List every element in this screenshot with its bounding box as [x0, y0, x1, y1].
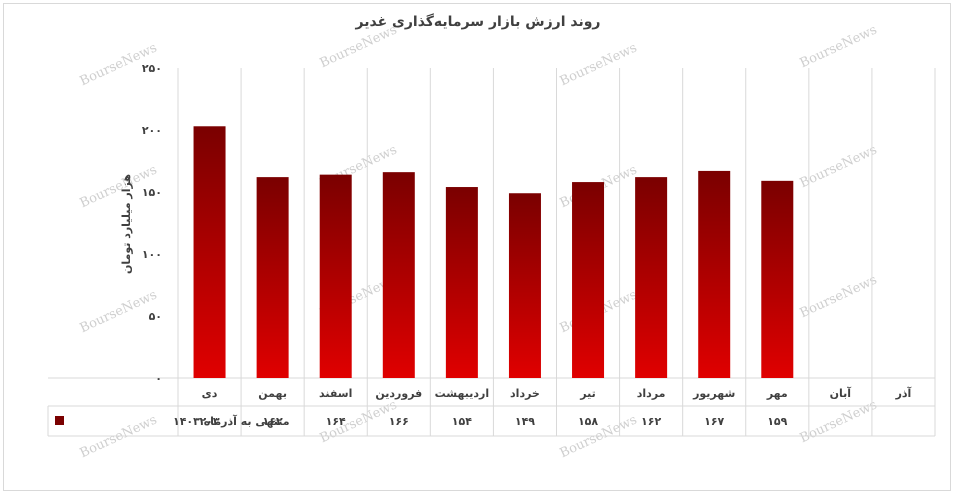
category-label: دی	[202, 387, 218, 400]
bar	[319, 174, 352, 378]
data-label: ۱۶۴	[326, 415, 346, 428]
category-label: بهمن	[258, 387, 287, 400]
watermark-text: BourseNews	[798, 22, 880, 71]
bar	[761, 180, 794, 378]
legend-label: منتهی به آذرماه ۱۴۰۳	[173, 414, 290, 428]
bar	[256, 177, 289, 378]
bar	[635, 177, 668, 378]
bar	[508, 193, 541, 378]
watermark-text: BourseNews	[78, 287, 160, 336]
data-label: ۱۶۷	[704, 415, 724, 428]
y-tick-label: ۱۰۰	[142, 248, 162, 261]
y-axis: ۰ ۵۰ ۱۰۰ ۱۵۰ ۲۰۰ ۲۵۰	[142, 62, 162, 385]
y-tick-label: ۰	[155, 372, 162, 385]
category-label: آبان	[830, 386, 852, 400]
data-table: دی ۲۰۳ بهمن ۱۶۲ اسفند ۱۶۴ فروردین ۱۶۶ اردیبهشت ۱۵…	[55, 386, 912, 428]
bar	[572, 182, 605, 378]
y-tick-label: ۲۵۰	[142, 62, 162, 75]
y-tick-label: ۲۰۰	[142, 124, 162, 137]
gridlines	[47, 68, 936, 437]
y-tick-label: ۵۰	[149, 310, 162, 323]
watermark-text: BourseNews	[558, 40, 640, 89]
category-label: تیر	[579, 387, 595, 400]
chart-title: روند ارزش بازار سرمایه‌گذاری غدیر	[355, 14, 601, 30]
watermark-text: BourseNews	[798, 142, 880, 191]
data-label: ۱۵۴	[452, 415, 472, 428]
legend-swatch	[55, 416, 64, 425]
category-label: اردیبهشت	[435, 387, 489, 400]
data-label: ۱۶۶	[389, 415, 409, 428]
watermark-text: BourseNews	[798, 397, 880, 446]
data-label: ۱۴۹	[515, 415, 535, 428]
data-label: ۱۵۹	[767, 415, 787, 428]
category-label: آذر	[895, 386, 912, 400]
bar	[382, 172, 415, 378]
bar	[193, 126, 226, 378]
bar	[698, 170, 731, 378]
y-axis-label: هزار میلیارد تومان	[120, 174, 133, 274]
watermark-text: BourseNews	[318, 22, 400, 71]
watermark-text: BourseNews	[78, 412, 160, 461]
y-tick-label: ۱۵۰	[142, 186, 162, 199]
data-label: ۱۶۲	[263, 415, 283, 428]
data-label: ۲۰۳	[199, 415, 219, 428]
data-label: ۱۶۲	[641, 415, 661, 428]
category-label: فروردین	[375, 387, 422, 400]
category-label: مرداد	[637, 387, 666, 400]
watermark-text: BourseNews	[798, 272, 880, 321]
category-label: مهر	[766, 387, 788, 400]
category-label: اسفند	[319, 387, 352, 400]
category-label: شهریور	[692, 387, 735, 400]
bars	[193, 126, 794, 378]
data-label: ۱۵۸	[578, 415, 598, 428]
watermark-text: BourseNews	[558, 412, 640, 461]
category-label: خرداد	[510, 387, 540, 400]
bar	[445, 187, 478, 378]
